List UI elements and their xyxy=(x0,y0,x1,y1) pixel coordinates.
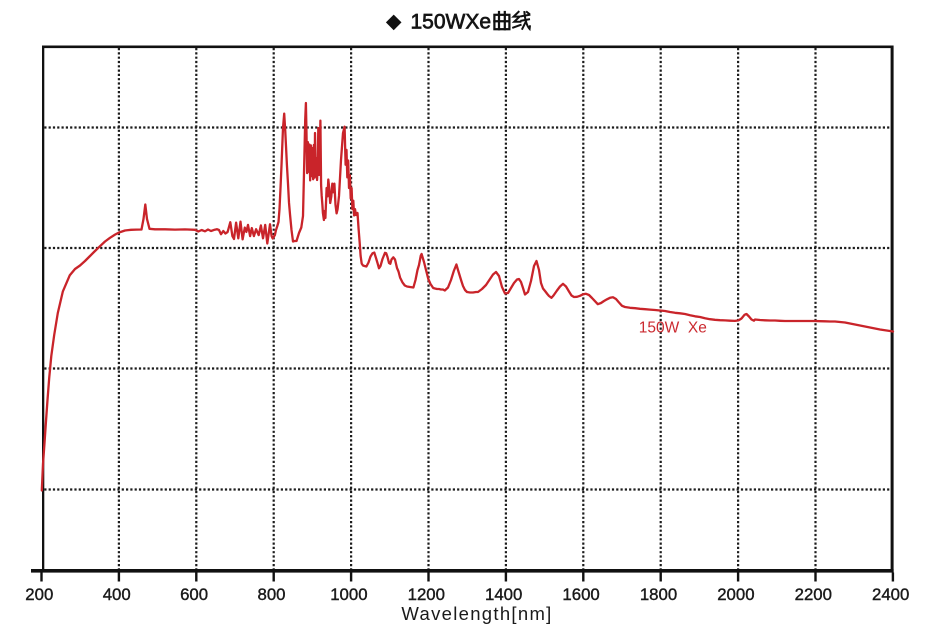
svg-text:1800: 1800 xyxy=(640,585,677,604)
svg-text:Wavelength[nm]: Wavelength[nm] xyxy=(401,603,552,624)
svg-text:1400: 1400 xyxy=(485,585,522,604)
svg-text:2400: 2400 xyxy=(872,585,909,604)
svg-text:150W Xe: 150W Xe xyxy=(639,320,707,337)
svg-text:150WXe: 150WXe xyxy=(411,10,492,33)
svg-text:800: 800 xyxy=(258,585,286,604)
svg-text:2200: 2200 xyxy=(795,585,832,604)
svg-text:1200: 1200 xyxy=(408,585,445,604)
svg-text:2000: 2000 xyxy=(717,585,754,604)
svg-text:400: 400 xyxy=(103,585,131,604)
svg-text:1000: 1000 xyxy=(330,585,367,604)
svg-text:200: 200 xyxy=(25,585,53,604)
svg-text:600: 600 xyxy=(180,585,208,604)
svg-text:1600: 1600 xyxy=(562,585,599,604)
